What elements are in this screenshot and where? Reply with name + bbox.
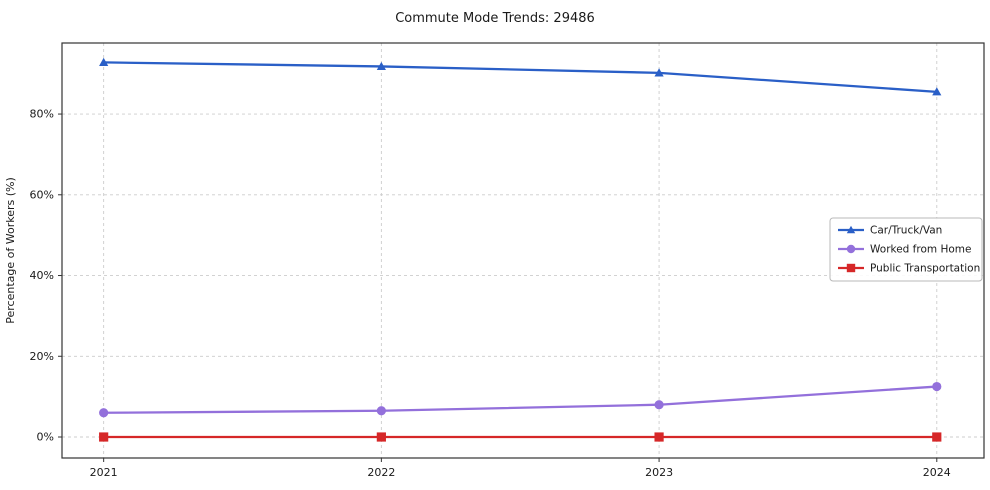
legend: Car/Truck/Van Worked from Home Public Tran… bbox=[829, 217, 983, 282]
legend-item: Car/Truck/Van bbox=[838, 225, 942, 237]
y-axis-label: Percentage of Workers (%) bbox=[4, 177, 17, 324]
legend-item: Public Transportation bbox=[838, 263, 980, 275]
triangle-marker bbox=[654, 68, 664, 77]
circle-marker bbox=[654, 400, 664, 410]
square-marker bbox=[376, 432, 386, 442]
series-line bbox=[103, 61, 937, 93]
legend-label: Car/Truck/Van bbox=[870, 225, 942, 237]
plot-border bbox=[61, 42, 985, 459]
legend-item: Worked from Home bbox=[838, 244, 971, 256]
series-lines bbox=[99, 57, 942, 442]
legend-label: Worked from Home bbox=[870, 244, 971, 256]
series-car-truck-van bbox=[99, 57, 942, 96]
triangle-marker bbox=[99, 57, 109, 66]
x-tick-label: 2022 bbox=[367, 466, 395, 479]
circle-marker bbox=[932, 381, 942, 392]
circle-marker bbox=[376, 406, 386, 416]
square-marker bbox=[99, 432, 109, 442]
y-tick-label: 40% bbox=[30, 269, 54, 282]
legend-label: Public Transportation bbox=[870, 263, 980, 275]
series-worked-from-home bbox=[99, 381, 942, 418]
triangle-marker bbox=[376, 61, 386, 71]
y-tick-label: 0% bbox=[37, 431, 54, 444]
chart-title: Commute Mode Trends: 29486 bbox=[395, 11, 595, 26]
y-tick-label: 80% bbox=[30, 108, 54, 121]
square-marker bbox=[932, 432, 942, 442]
x-tick-label: 2023 bbox=[645, 466, 673, 479]
y-tick-label: 20% bbox=[30, 350, 54, 363]
square-marker bbox=[846, 263, 856, 273]
x-tick-label: 2024 bbox=[923, 466, 951, 479]
series-line bbox=[103, 385, 937, 414]
circle-marker bbox=[846, 244, 856, 254]
triangle-marker bbox=[932, 87, 942, 96]
legend-box bbox=[829, 217, 983, 282]
series-public-transportation bbox=[99, 432, 942, 442]
x-tick-label: 2021 bbox=[90, 466, 118, 479]
square-marker bbox=[654, 432, 664, 442]
triangle-marker bbox=[846, 225, 856, 234]
axes: 0% 20% 40% 60% 80% 2021 2022 2023 2024 Percentage… bbox=[4, 42, 985, 479]
y-tick-label: 60% bbox=[30, 188, 54, 201]
circle-marker bbox=[99, 408, 109, 418]
